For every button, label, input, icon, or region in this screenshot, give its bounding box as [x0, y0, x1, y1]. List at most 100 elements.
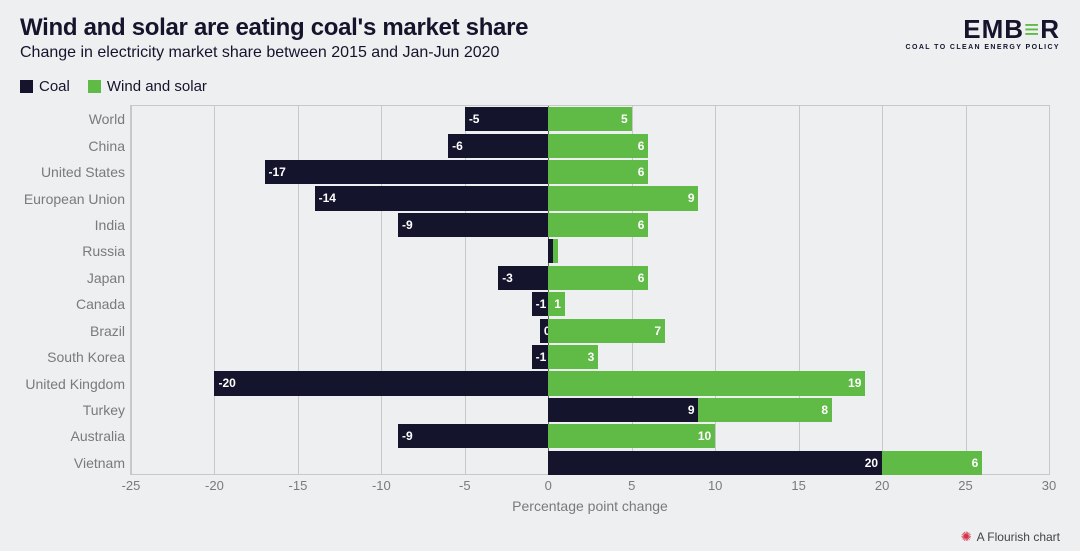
x-tick: -10: [372, 478, 391, 493]
x-tick: 15: [791, 478, 805, 493]
bar-label-wind-solar: 6: [638, 139, 645, 153]
x-tick: -5: [459, 478, 471, 493]
bar-label-coal: -17: [269, 165, 286, 179]
chart-row: [131, 239, 1049, 263]
bar-wind-solar: [548, 186, 698, 210]
footer-credit: ✺ A Flourish chart: [961, 529, 1060, 545]
bar-label-coal: -5: [469, 112, 480, 126]
bar-label-coal: -1: [536, 297, 547, 311]
y-tick: United Kingdom: [21, 376, 125, 392]
gridline: [1049, 106, 1050, 474]
bar-label-coal: 20: [865, 456, 878, 470]
bar-label-wind-solar: 19: [848, 376, 861, 390]
y-tick: China: [21, 138, 125, 154]
bar-coal: [214, 371, 548, 395]
chart-row: 98: [131, 398, 1049, 422]
y-tick: Turkey: [21, 402, 125, 418]
chart-row: -149: [131, 186, 1049, 210]
bar-label-coal: -20: [218, 376, 235, 390]
logo-text-1: EMB: [963, 14, 1024, 44]
bar-coal: [548, 398, 698, 422]
x-tick: 25: [958, 478, 972, 493]
bar-label-wind-solar: 1: [554, 297, 561, 311]
chart-row: -9 6: [131, 213, 1049, 237]
legend-item-wind-and-solar: Wind and solar: [88, 78, 207, 95]
y-tick: Brazil: [21, 323, 125, 339]
y-tick: Vietnam: [21, 455, 125, 471]
x-tick: 0: [545, 478, 552, 493]
flourish-icon: ✺: [961, 529, 972, 545]
bar-coal: [315, 186, 549, 210]
chart-row: -1 3: [131, 345, 1049, 369]
bar-wind-solar: [548, 134, 648, 158]
bar-label-coal: -9: [402, 429, 413, 443]
legend-label: Coal: [39, 78, 70, 95]
bar-label-coal: -9: [402, 218, 413, 232]
bar-label-coal: -6: [452, 139, 463, 153]
logo-text-2: ≡: [1024, 14, 1040, 44]
logo-tagline: COAL TO CLEAN ENERGY POLICY: [906, 44, 1060, 51]
y-tick: World: [21, 111, 125, 127]
bar-wind-solar: [548, 319, 665, 343]
bar-coal: [548, 451, 882, 475]
chart-row: 07: [131, 319, 1049, 343]
chart-row: -1 1: [131, 292, 1049, 316]
bar-coal: [265, 160, 549, 184]
bar-coal: [448, 134, 548, 158]
bar-wind-solar: [553, 239, 558, 263]
y-tick: South Korea: [21, 349, 125, 365]
chart-subtitle: Change in electricity market share betwe…: [20, 44, 906, 62]
y-tick: United States: [21, 164, 125, 180]
y-tick: Russia: [21, 243, 125, 259]
bar-label-wind-solar: 5: [621, 112, 628, 126]
bar-wind-solar: [698, 398, 832, 422]
legend: Coal Wind and solar: [20, 78, 1060, 95]
bar-label-wind-solar: 3: [588, 350, 595, 364]
chart-row: -6 6: [131, 134, 1049, 158]
bar-wind-solar: [548, 160, 648, 184]
legend-swatch: [20, 80, 33, 93]
legend-item-coal: Coal: [20, 78, 70, 95]
x-tick: 5: [628, 478, 635, 493]
x-tick: 20: [875, 478, 889, 493]
bar-wind-solar: [548, 107, 631, 131]
legend-swatch: [88, 80, 101, 93]
bar-label-wind-solar: 6: [638, 165, 645, 179]
bar-wind-solar: [548, 371, 865, 395]
bar-wind-solar: [548, 266, 648, 290]
chart-row: -9 10: [131, 424, 1049, 448]
bar-label-coal: -3: [502, 271, 513, 285]
y-tick: European Union: [21, 191, 125, 207]
bar-label-coal: 9: [688, 403, 695, 417]
x-tick: -20: [205, 478, 224, 493]
ember-logo: EMB≡R COAL TO CLEAN ENERGY POLICY: [906, 14, 1060, 51]
x-tick: -15: [289, 478, 308, 493]
chart-row: -20 19: [131, 371, 1049, 395]
chart-row: -5 5: [131, 107, 1049, 131]
chart-row: -17 6: [131, 160, 1049, 184]
footer-credit-text: A Flourish chart: [977, 530, 1060, 544]
bar-coal: [398, 424, 548, 448]
chart-row: -3 6: [131, 266, 1049, 290]
bar-label-wind-solar: 8: [821, 403, 828, 417]
bar-label-wind-solar: 7: [654, 324, 661, 338]
bar-label-wind-solar: 10: [698, 429, 711, 443]
x-tick: 10: [708, 478, 722, 493]
x-tick: -25: [122, 478, 141, 493]
y-tick: Australia: [21, 428, 125, 444]
bar-label-wind-solar: 6: [638, 218, 645, 232]
bar-label-wind-solar: 6: [638, 271, 645, 285]
x-tick: 30: [1042, 478, 1056, 493]
bar-label-wind-solar: 9: [688, 191, 695, 205]
bar-label-coal: -1: [536, 350, 547, 364]
chart-row: 20 6: [131, 451, 1049, 475]
bar-wind-solar: [548, 424, 715, 448]
bar-label-wind-solar: 6: [972, 456, 979, 470]
y-tick: India: [21, 217, 125, 233]
x-axis-label: Percentage point change: [512, 498, 668, 514]
chart-plot-area: Percentage point change -25-20-15-10-505…: [130, 105, 1050, 475]
y-tick: Japan: [21, 270, 125, 286]
bar-coal: [398, 213, 548, 237]
legend-label: Wind and solar: [107, 78, 207, 95]
bar-wind-solar: [882, 451, 982, 475]
